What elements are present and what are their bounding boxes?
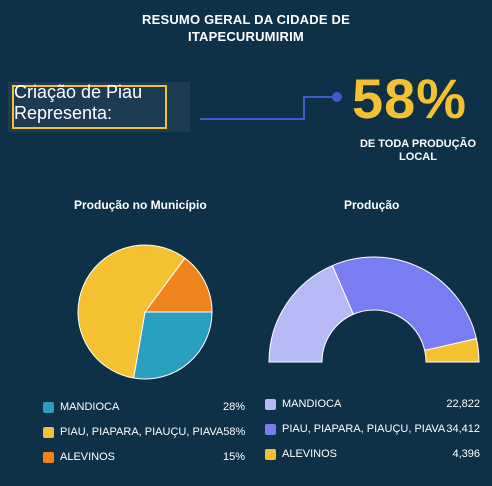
legend-swatch — [265, 398, 276, 410]
pie-legend-item-mandioca[interactable]: MANDIOCA 28% — [43, 400, 245, 414]
pie-legend-item-piau-piapara-piaucu-piava[interactable]: PIAU, PIAPARA, PIAUÇU, PIAVA 58% — [43, 425, 245, 439]
donut-segment-alevinos[interactable] — [424, 338, 480, 363]
legend-swatch — [43, 401, 54, 413]
title-line-1: RESUMO GERAL DA CIDADE DE — [142, 12, 350, 27]
callout-line-2: Representa: — [14, 103, 113, 123]
donut-legend-item-alevinos[interactable]: ALEVINOS 4,396 — [265, 447, 480, 461]
highlight-percentage: 58% — [352, 67, 468, 130]
pie-legend-item-alevinos[interactable]: ALEVINOS 15% — [43, 450, 245, 464]
pie-slice-mandioca[interactable] — [133, 311, 213, 380]
legend-value: 28% — [222, 401, 245, 413]
callout-text: Criação de Piau Representa: — [14, 82, 189, 124]
title-line-2: ITAPECURUMIRIM — [188, 29, 304, 44]
donut-legend-item-piau-piapara-piaucu-piava[interactable]: PIAU, PIAPARA, PIAUÇU, PIAVA 34,412 — [265, 422, 480, 436]
callout-box: Criação de Piau Representa: — [8, 82, 190, 132]
legend-label: PIAU, PIAPARA, PIAUÇU, PIAVA — [60, 426, 224, 438]
semi-donut-chart — [268, 256, 480, 363]
highlight-subtitle: DE TODA PRODUÇÃO LOCAL — [348, 138, 488, 164]
legend-swatch — [265, 423, 276, 435]
page-title: RESUMO GERAL DA CIDADE DE ITAPECURUMIRIM — [0, 11, 492, 45]
legend-label: MANDIOCA — [60, 401, 120, 413]
legend-label: MANDIOCA — [282, 398, 342, 410]
callout-border — [12, 85, 167, 129]
legend-label: PIAU, PIAPARA, PIAUÇU, PIAVA — [282, 423, 446, 435]
legend-swatch — [265, 448, 276, 460]
pie-chart-title: Produção no Município — [74, 198, 207, 212]
legend-label: ALEVINOS — [60, 451, 116, 463]
donut-legend-item-mandioca[interactable]: MANDIOCA 22,822 — [265, 397, 480, 411]
callout-line-1: Criação de Piau — [14, 82, 143, 102]
legend-value: 15% — [222, 451, 245, 463]
legend-value: 22,822 — [446, 398, 480, 410]
legend-value: 58% — [223, 426, 246, 438]
legend-swatch — [43, 451, 54, 463]
pie-slice-alevinos[interactable] — [144, 257, 213, 313]
legend-label: ALEVINOS — [282, 448, 338, 460]
highlight-sub-line-2: LOCAL — [399, 151, 437, 163]
donut-segment-piau-piapara-piaucu-piava[interactable] — [331, 256, 477, 352]
pie-chart — [77, 244, 213, 380]
legend-swatch — [43, 426, 54, 438]
donut-chart-title: Produção — [344, 198, 400, 212]
legend-value: 34,412 — [446, 423, 480, 435]
legend-value: 4,396 — [452, 448, 480, 460]
pie-slice-piau-piapara-piaucu-piava[interactable] — [77, 244, 186, 379]
highlight-sub-line-1: DE TODA PRODUÇÃO — [359, 138, 477, 150]
